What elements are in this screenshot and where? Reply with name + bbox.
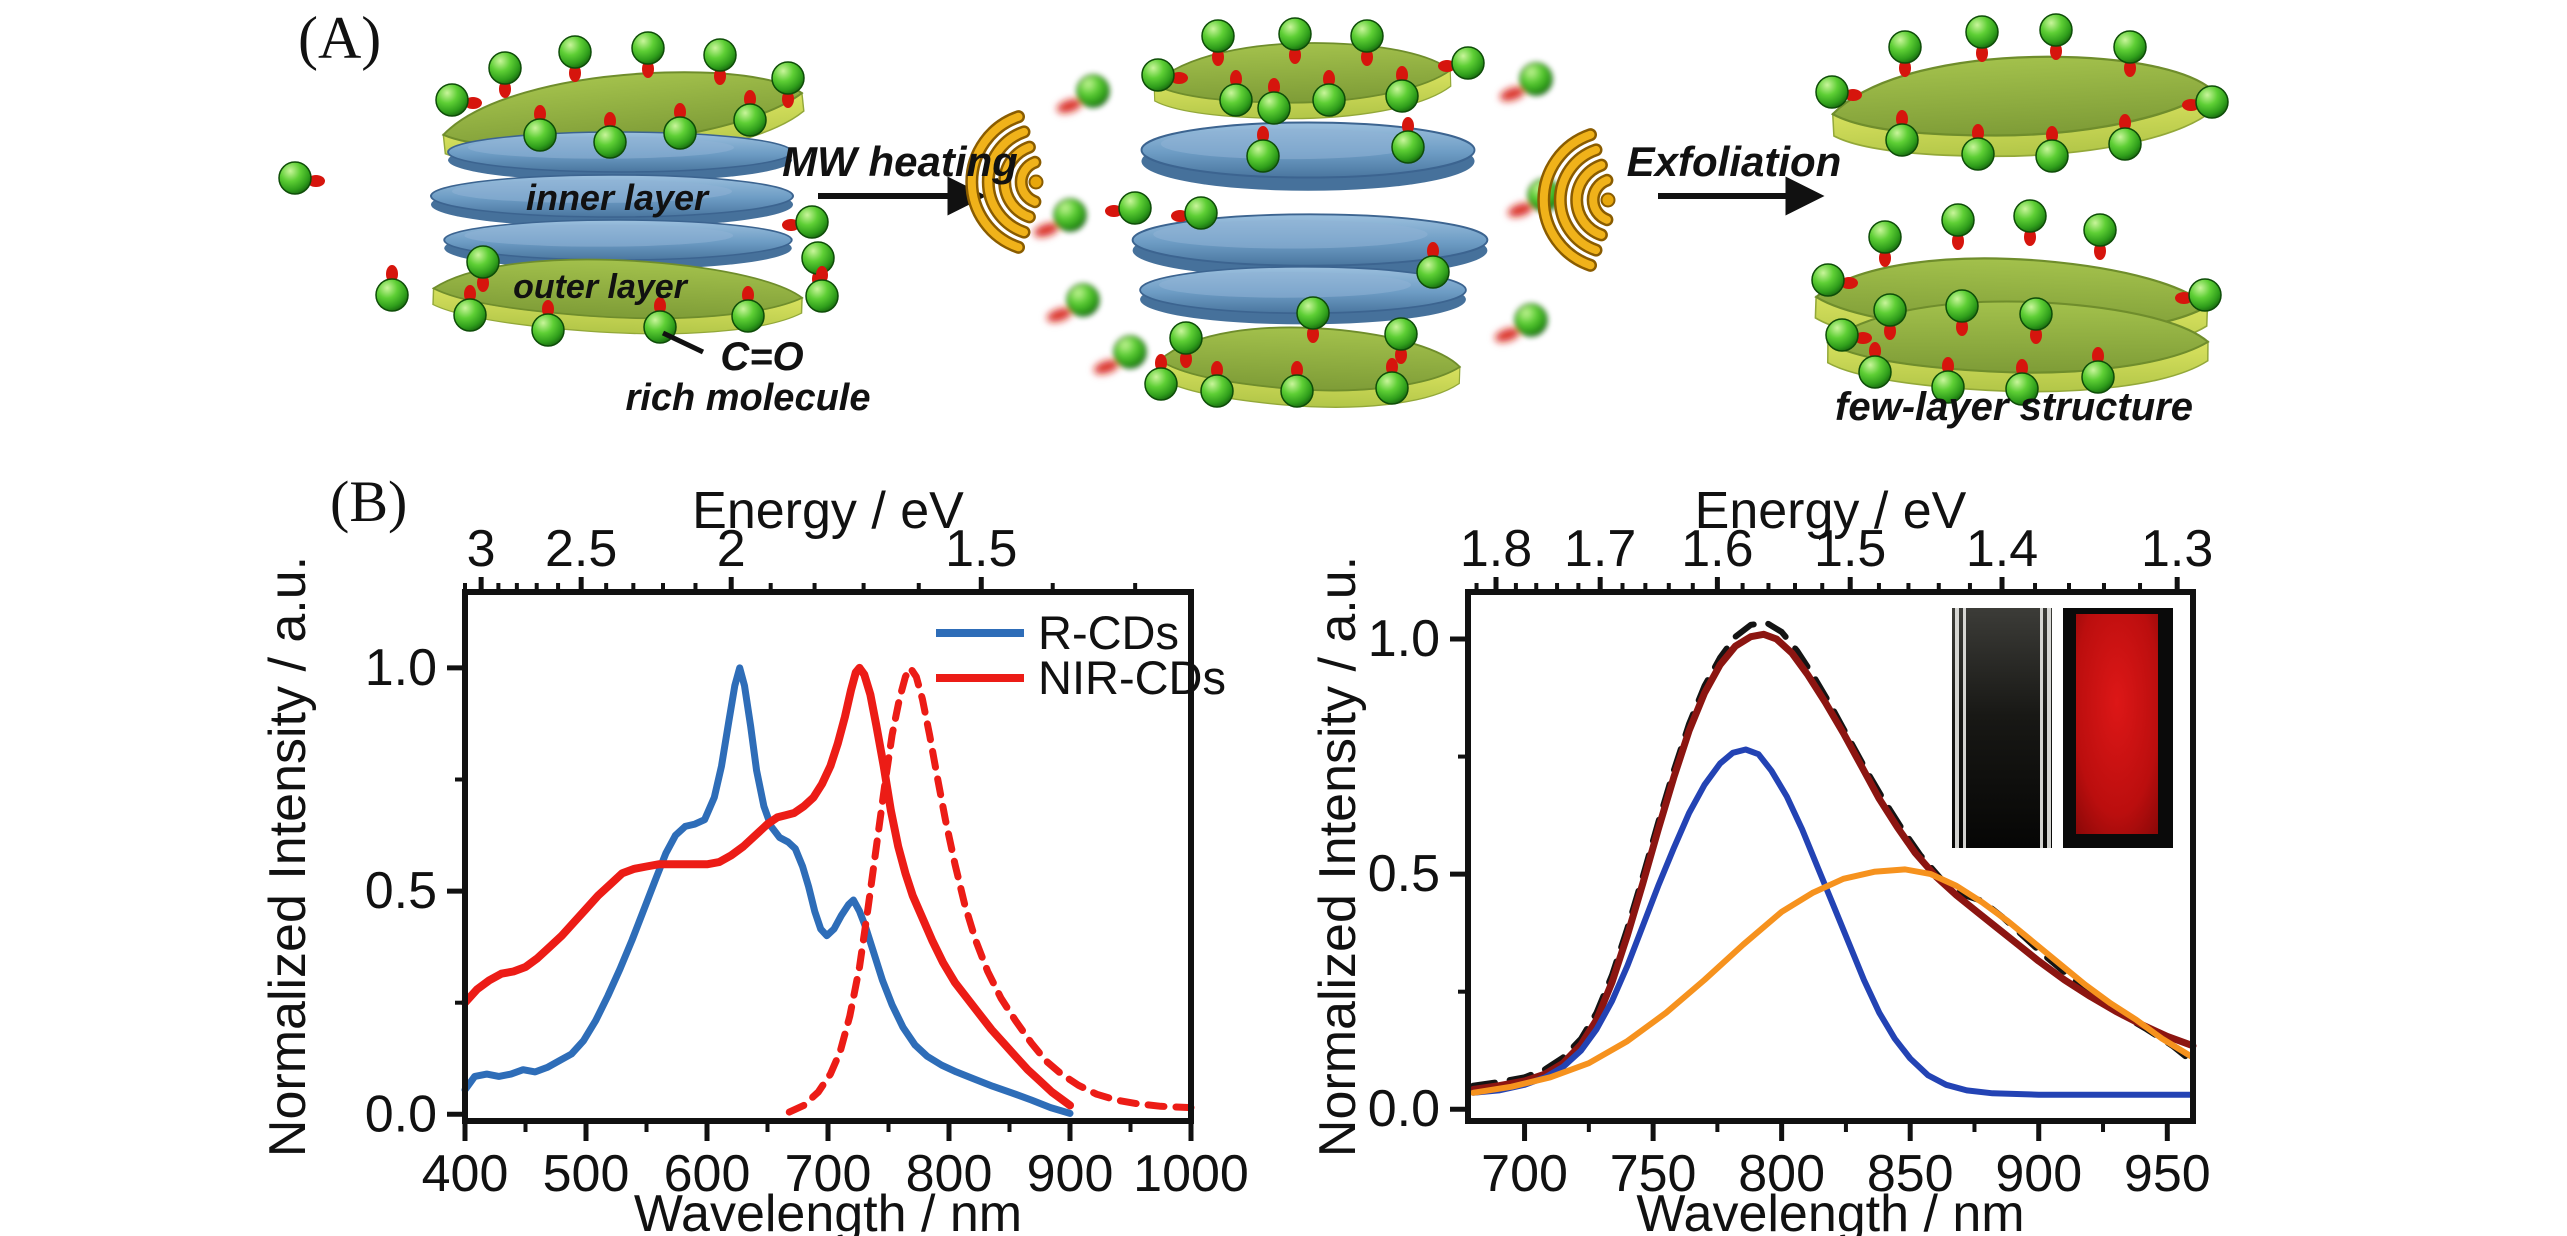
y-axis-title: Normalized Intensity / a.u. [1309,556,1367,1157]
energy-axis: 1.8 1.7 1.6 1.5 1.4 1.3 Energy / eV [1460,482,2213,592]
panel-a-illustration: (A) [278,5,2229,429]
energy-axis-title: Energy / eV [692,482,964,540]
panel-a-label: (A) [298,5,381,71]
series-fit total [1469,630,2197,1093]
svg-text:1.4: 1.4 [1966,520,2038,578]
y-axis-title: Normalized Intensity / a.u. [259,556,317,1157]
series-fit component 1 [1470,746,2196,1098]
legend-label-NIR-CDs: NIR-CDs [1038,651,1226,704]
svg-text:1.6: 1.6 [1681,520,1753,578]
svg-text:400: 400 [422,1145,509,1203]
co-rich-label-line2: rich molecule [626,377,871,419]
x-axis-title: Wavelength / nm [1636,1185,2024,1236]
panel-b-label: (B) [330,469,408,534]
microwave-icon [1544,135,1615,266]
svg-text:2.5: 2.5 [545,520,617,578]
svg-text:900: 900 [1995,1145,2082,1203]
few-layer-label: few-layer structure [1835,385,2193,429]
dark-cuvette-photo [1952,608,2052,848]
svg-text:3: 3 [467,520,496,578]
svg-text:2: 2 [717,520,746,578]
svg-text:700: 700 [1481,1145,1568,1203]
series-NIR-CDs [461,663,1074,1110]
outer-layer-label: outer layer [513,268,689,306]
cd-molecule-spheres [278,13,2229,408]
y-axis: 0.0 0.5 1.0 Normalized Intensity / a.u. [259,556,465,1157]
plot-box [1465,589,2196,1124]
svg-text:900: 900 [1027,1145,1114,1203]
series-fit component 2 [1470,866,2196,1096]
svg-text:0.5: 0.5 [1368,845,1440,903]
svg-text:800: 800 [906,1145,993,1203]
co-pointer-line [661,330,705,355]
x-axis: 700 750 800 850 900 950 Wavelength / nm [1481,1121,2211,1236]
svg-text:1000: 1000 [1133,1145,1249,1203]
series-lines [1469,619,2197,1098]
svg-text:750: 750 [1610,1145,1697,1203]
x-axis-title: Wavelength / nm [634,1185,1022,1236]
svg-text:800: 800 [1738,1145,1825,1203]
svg-text:1.0: 1.0 [1368,610,1440,668]
svg-text:1.5: 1.5 [1814,520,1886,578]
svg-text:1.8: 1.8 [1460,520,1532,578]
svg-text:600: 600 [664,1145,751,1203]
series-NIR-CDs (dashed) [785,664,1195,1116]
nir-emission-fit-chart: 700 750 800 850 900 950 Wavelength / nm 0.0 0.5 1… [1309,482,2213,1236]
spectra-chart-r-cds-vs-nir-cds: 400 500 600 700 800 900 1000 Wavelength / nm 0.0… [259,482,1249,1236]
svg-text:0.0: 0.0 [365,1085,437,1143]
exfoliation-label: Exfoliation [1627,138,1842,185]
svg-text:950: 950 [2124,1145,2211,1203]
svg-text:0.0: 0.0 [1368,1080,1440,1138]
svg-text:1.5: 1.5 [945,520,1017,578]
inset-cuvette-photos [1952,608,2173,848]
svg-text:850: 850 [1867,1145,1954,1203]
svg-text:1.3: 1.3 [2141,520,2213,578]
svg-text:0.5: 0.5 [365,862,437,920]
energy-axis-title: Energy / eV [1695,482,1967,540]
co-rich-label-line1: C=O [720,335,803,379]
svg-text:500: 500 [543,1145,630,1203]
series-R-CDs [461,664,1074,1117]
x-axis: 400 500 600 700 800 900 1000 Wavelength / nm [422,1121,1249,1236]
svg-text:1.7: 1.7 [1564,520,1636,578]
series-lines [461,663,1195,1117]
svg-text:1.0: 1.0 [365,639,437,697]
inner-layer-label: inner layer [526,177,710,218]
svg-text:700: 700 [785,1145,872,1203]
legend-label-R-CDs: R-CDs [1038,606,1179,659]
mw-heating-label: MW heating [782,138,1018,185]
